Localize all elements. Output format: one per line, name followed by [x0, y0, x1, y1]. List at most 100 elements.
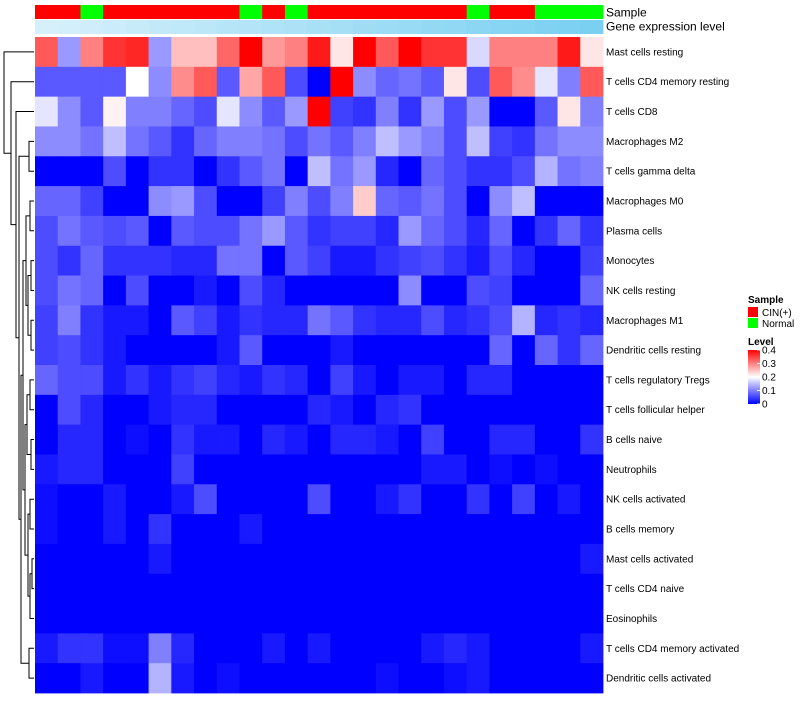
heatmap-cell [489, 305, 513, 336]
heatmap-cell [80, 96, 104, 127]
heatmap-cell [489, 543, 513, 575]
expression-annotation-cell [580, 20, 604, 34]
heatmap-cell [194, 215, 218, 247]
heatmap-cell [57, 335, 81, 366]
heatmap-cell [534, 365, 558, 396]
heatmap-cell [534, 663, 558, 694]
heatmap-cell [284, 156, 309, 187]
heatmap-cell [103, 663, 127, 694]
sample-annotation-cell [103, 5, 127, 19]
heatmap-cell [171, 365, 195, 396]
heatmap-cell [80, 305, 104, 336]
heatmap-cell [194, 305, 218, 336]
heatmap-cell [353, 335, 377, 366]
heatmap-cell [262, 663, 286, 694]
heatmap-cell [262, 603, 286, 634]
heatmap-cell [80, 543, 104, 575]
heatmap-cell [194, 126, 218, 157]
row-label: T cells CD4 naive [606, 584, 685, 595]
heatmap-cell [80, 156, 104, 187]
heatmap-cell [330, 663, 354, 694]
heatmap-cell [466, 603, 490, 634]
heatmap-cell [35, 394, 59, 426]
sample-annotation-cell [443, 5, 468, 19]
heatmap-cell [330, 245, 354, 276]
heatmap-cell [307, 573, 331, 604]
heatmap-cell [512, 275, 536, 306]
heatmap-cell [284, 66, 309, 98]
heatmap-cell [421, 603, 445, 634]
heatmap-cell [580, 424, 604, 455]
heatmap-cell [307, 514, 331, 545]
heatmap-cell [194, 275, 218, 306]
heatmap-cell [307, 335, 331, 366]
heatmap-cell [330, 424, 354, 455]
heatmap-cell [534, 424, 558, 455]
heatmap-cells [35, 37, 604, 694]
heatmap-cell [512, 424, 536, 455]
heatmap-cell [216, 484, 240, 515]
heatmap-cell [307, 37, 331, 68]
heatmap-cell [171, 126, 195, 157]
heatmap-cell [580, 394, 604, 426]
heatmap-cell [80, 275, 104, 306]
heatmap-cell [443, 663, 468, 694]
heatmap-cell [421, 305, 445, 336]
heatmap-cell [103, 186, 127, 217]
heatmap-cell [35, 543, 59, 575]
heatmap-cell [194, 454, 218, 485]
heatmap-cell [443, 186, 468, 217]
heatmap-cell [35, 66, 59, 98]
heatmap-cell [284, 335, 309, 366]
heatmap-cell [284, 514, 309, 545]
heatmap-cell [194, 543, 218, 575]
heatmap-cell [512, 484, 536, 515]
dendrogram-branch [30, 260, 34, 291]
heatmap-cell [239, 66, 263, 98]
heatmap-cell [57, 454, 81, 485]
heatmap-cell [125, 543, 149, 575]
heatmap-cell [35, 573, 59, 604]
sample-annotation-cell [375, 5, 399, 19]
heatmap-cell [421, 37, 445, 68]
heatmap-cell [216, 96, 240, 127]
heatmap-cell [103, 365, 127, 396]
heatmap-cell [194, 96, 218, 127]
heatmap-cell [35, 663, 59, 694]
heatmap-cell [398, 186, 422, 217]
heatmap-cell [284, 633, 309, 664]
heatmap-cell [35, 305, 59, 336]
heatmap-cell [580, 66, 604, 98]
heatmap-cell [443, 573, 468, 604]
heatmap-cell [57, 424, 81, 455]
heatmap-cell [443, 156, 468, 187]
heatmap-cell [398, 156, 422, 187]
heatmap-cell [284, 186, 309, 217]
heatmap-cell [262, 573, 286, 604]
heatmap-cell [353, 573, 377, 604]
heatmap-cell [125, 484, 149, 515]
row-label: T cells CD4 memory resting [606, 77, 729, 88]
heatmap-cell [421, 365, 445, 396]
heatmap-cell [534, 37, 558, 68]
heatmap-cell [466, 126, 490, 157]
heatmap-cell [534, 96, 558, 127]
heatmap-cell [489, 126, 513, 157]
heatmap-cell [103, 484, 127, 515]
heatmap-cell [57, 37, 81, 68]
heatmap-cell [307, 245, 331, 276]
heatmap-cell [171, 275, 195, 306]
sample-annotation-cell [466, 5, 490, 19]
heatmap-cell [489, 454, 513, 485]
heatmap-cell [398, 633, 422, 664]
heatmap-cell [239, 424, 263, 455]
expression-annotation-cell [375, 20, 399, 34]
heatmap-cell [148, 245, 172, 276]
heatmap-cell [194, 245, 218, 276]
heatmap-cell [103, 66, 127, 98]
heatmap-cell [262, 424, 286, 455]
heatmap-cell [103, 305, 127, 336]
sample-annotation-cell [489, 5, 513, 19]
legend-swatch [748, 307, 758, 317]
heatmap-cell [216, 424, 240, 455]
